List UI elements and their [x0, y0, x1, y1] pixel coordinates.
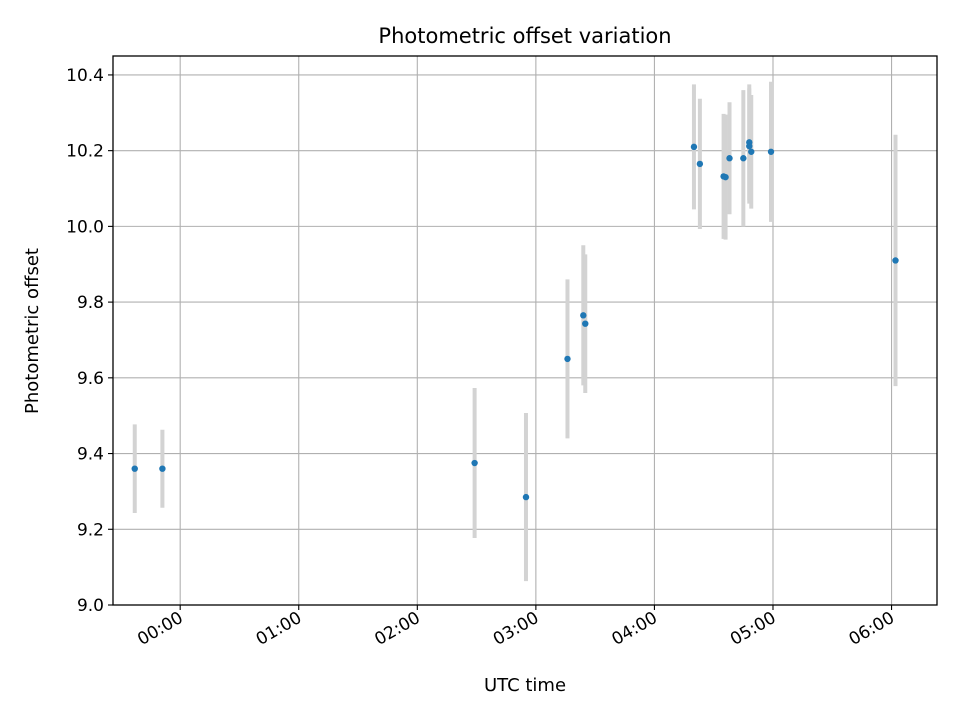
data-point	[522, 493, 530, 501]
y-tick-label: 9.4	[77, 445, 104, 465]
y-axis-label: Photometric offset	[22, 248, 43, 414]
data-point	[746, 142, 753, 150]
data-point	[726, 155, 733, 162]
data-point	[696, 160, 704, 168]
y-tick-label: 9.0	[77, 596, 104, 616]
data-point	[582, 320, 589, 327]
x-axis-label: UTC time	[484, 675, 566, 696]
data-point	[892, 257, 899, 264]
data-points	[131, 139, 899, 501]
data-point	[159, 465, 166, 472]
y-tick-label: 9.6	[77, 369, 104, 389]
data-point	[131, 465, 138, 472]
y-tick-label: 10.0	[66, 217, 104, 237]
grid-lines	[113, 56, 937, 606]
data-point	[690, 143, 698, 151]
data-point	[580, 312, 587, 319]
data-point	[748, 148, 755, 155]
chart-title: Photometric offset variation	[378, 24, 671, 48]
data-point	[767, 148, 775, 155]
data-point	[740, 155, 747, 162]
y-tick-label: 9.2	[77, 520, 104, 540]
data-point	[471, 459, 478, 467]
data-point	[722, 173, 729, 181]
plot-frame	[112, 55, 938, 606]
y-tick-label: 10.4	[66, 66, 104, 86]
data-point	[564, 355, 571, 363]
y-tick-label: 9.8	[77, 293, 104, 313]
y-tick-label: 10.2	[66, 142, 104, 162]
